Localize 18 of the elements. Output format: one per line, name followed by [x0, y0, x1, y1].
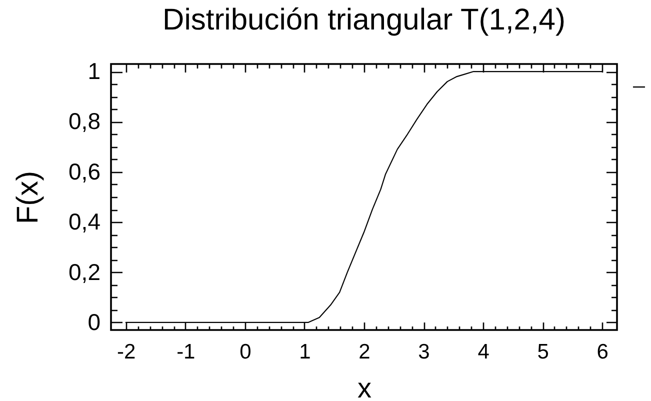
x-tick-label: 2 [358, 340, 370, 364]
y-tick-label: 0,8 [68, 108, 100, 134]
x-axis-title: x [358, 372, 372, 401]
x-tick-label: 3 [418, 340, 430, 364]
y-tick-label: 0,6 [68, 158, 100, 184]
x-tick-label: 0 [240, 340, 252, 364]
x-tick-label: -2 [117, 340, 136, 364]
x-tick-label: -1 [176, 340, 196, 364]
y-axis-title: F(x) [12, 170, 44, 224]
chart-title: Distribución triangular T(1,2,4) [162, 4, 566, 37]
x-tick-label: 6 [596, 340, 608, 364]
x-tick-label: 1 [299, 340, 311, 364]
x-tick-label: 5 [537, 340, 549, 364]
y-tick-label: 0,4 [68, 208, 101, 235]
y-tick-label: 0,2 [68, 258, 100, 285]
y-tick-label: 0 [88, 308, 100, 335]
x-tick-label: 4 [478, 340, 490, 364]
y-tick-label: 1 [88, 58, 100, 84]
